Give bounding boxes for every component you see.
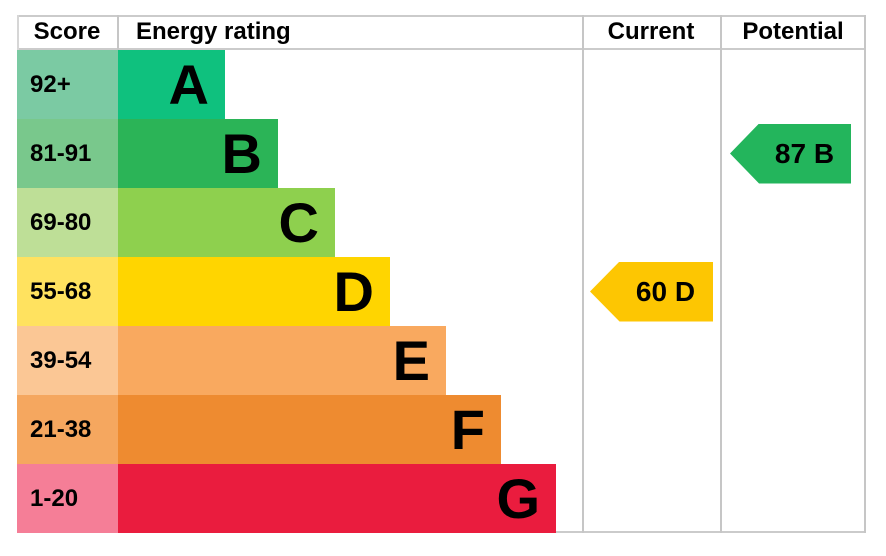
epc-table: Score Energy rating Current Potential 92… xyxy=(17,15,866,535)
score-range-a: 92+ xyxy=(17,50,118,119)
score-range-f: 21-38 xyxy=(17,395,118,464)
header-left-border xyxy=(17,15,19,50)
current-column-divider xyxy=(582,15,584,533)
band-row-a: 92+ A xyxy=(17,50,866,119)
band-row-d: 55-68 D xyxy=(17,257,866,326)
score-range-g: 1-20 xyxy=(17,464,118,533)
table-header: Score Energy rating Current Potential xyxy=(17,15,866,50)
potential-rating-arrow: 87 B xyxy=(730,123,851,184)
rating-letter-e: E xyxy=(392,328,430,392)
score-column-divider xyxy=(117,15,119,50)
rating-letter-g: G xyxy=(496,466,540,530)
potential-rating-label: 87 B xyxy=(774,137,835,169)
score-range-c: 69-80 xyxy=(17,188,118,257)
band-row-f: 21-38 F xyxy=(17,395,866,464)
rating-bar-c: C xyxy=(118,188,335,257)
rating-bar-a: A xyxy=(118,50,225,119)
rating-bands: 92+ A 81-91 B 69-80 C 55-68 D 39-54 E 21… xyxy=(17,50,866,533)
score-range-e: 39-54 xyxy=(17,326,118,395)
column-header-current: Current xyxy=(607,18,695,45)
current-rating-arrow: 60 D xyxy=(590,261,713,322)
table-right-border xyxy=(864,15,866,533)
column-header-energy-rating: Energy rating xyxy=(136,18,291,45)
rating-letter-f: F xyxy=(450,397,485,461)
table-top-border xyxy=(17,15,866,17)
rating-letter-c: C xyxy=(278,190,319,254)
band-row-e: 39-54 E xyxy=(17,326,866,395)
score-range-b: 81-91 xyxy=(17,119,118,188)
rating-bar-e: E xyxy=(118,326,446,395)
band-row-c: 69-80 C xyxy=(17,188,866,257)
rating-bar-d: D xyxy=(118,257,390,326)
current-rating-label: 60 D xyxy=(635,275,696,307)
rating-bar-f: F xyxy=(118,395,501,464)
score-range-d: 55-68 xyxy=(17,257,118,326)
band-row-g: 1-20 G xyxy=(17,464,866,533)
potential-column-divider xyxy=(720,15,722,533)
rating-letter-d: D xyxy=(333,259,374,323)
column-header-score: Score xyxy=(33,18,101,45)
rating-bar-g: G xyxy=(118,464,556,533)
column-header-potential: Potential xyxy=(742,18,844,45)
rating-letter-b: B xyxy=(221,121,262,185)
rating-bar-b: B xyxy=(118,119,278,188)
band-row-b: 81-91 B xyxy=(17,119,866,188)
rating-letter-a: A xyxy=(168,52,209,116)
header-divider-line xyxy=(17,48,866,50)
